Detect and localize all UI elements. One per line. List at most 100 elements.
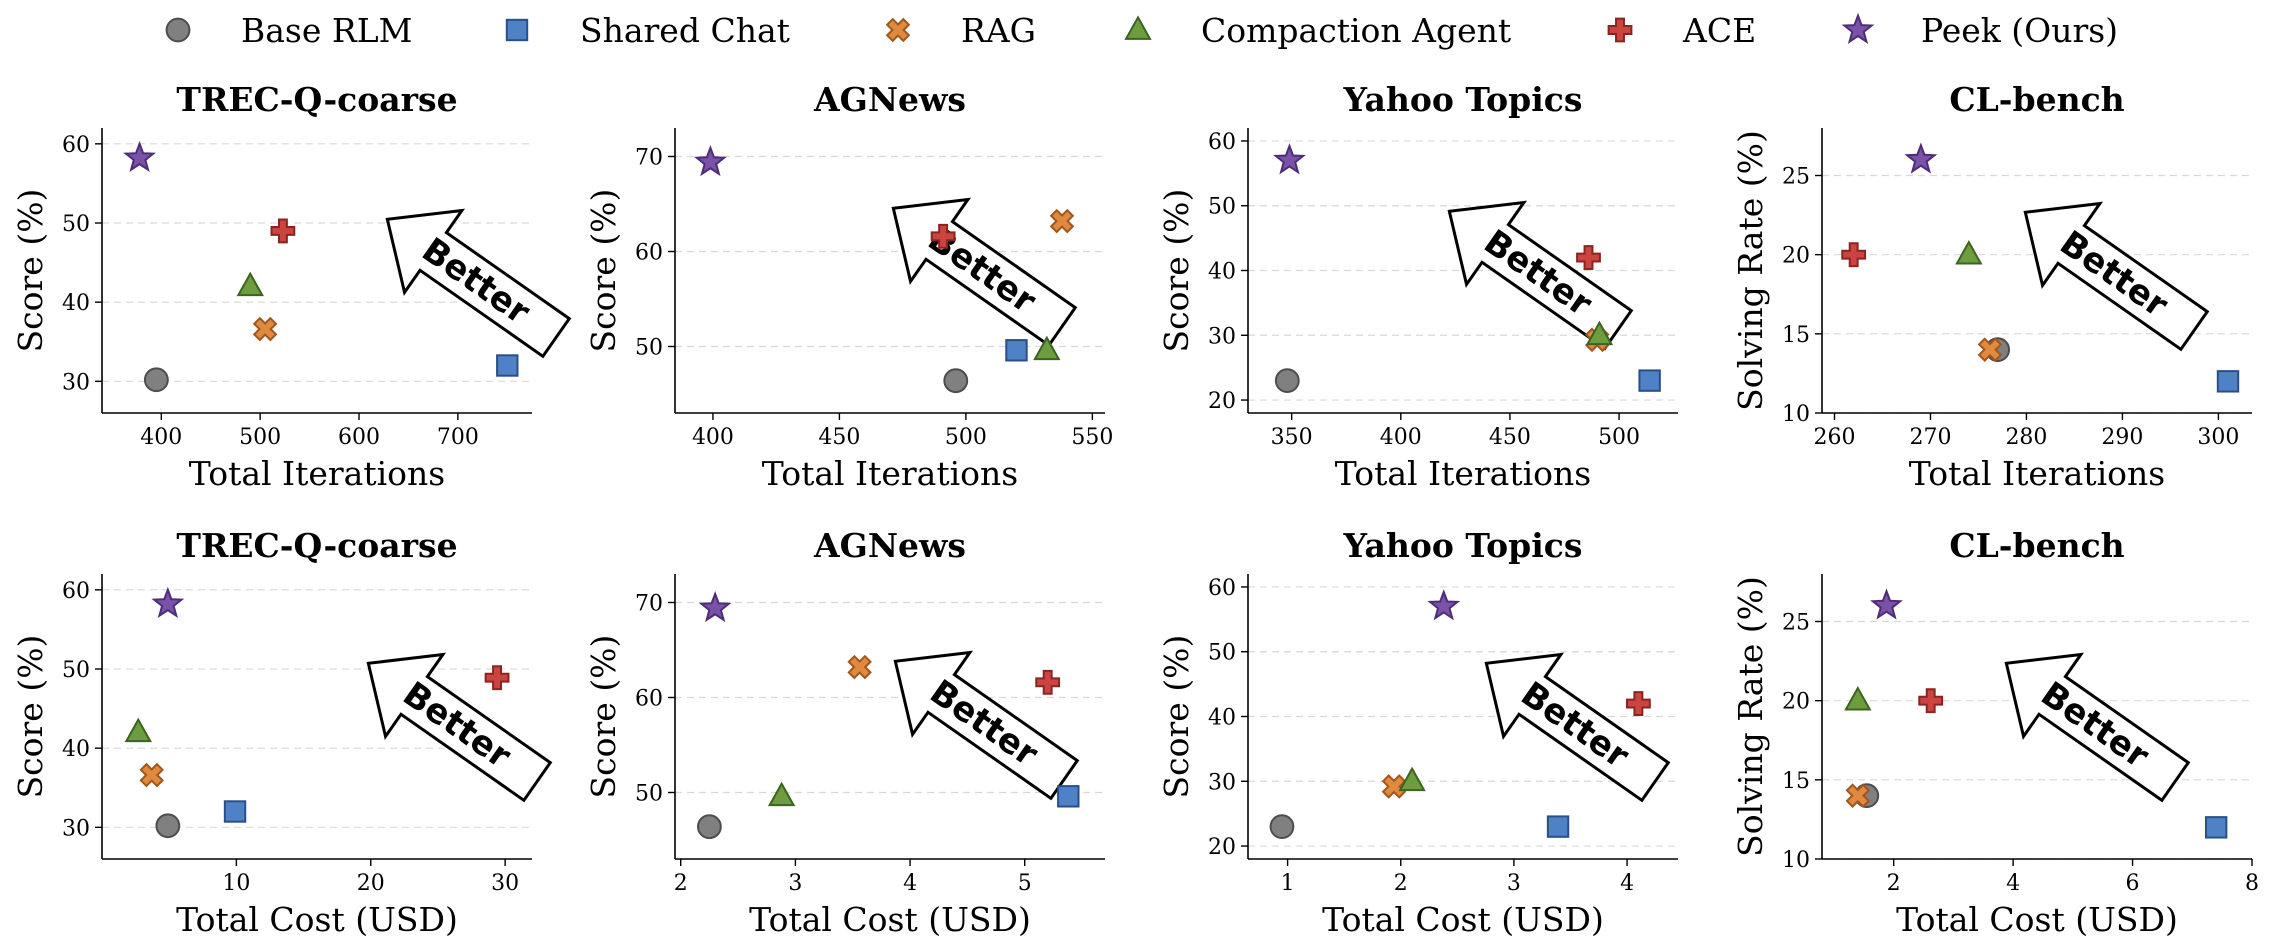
x-axis-label: Total Iterations <box>1909 454 2165 493</box>
point-shared-chat <box>1546 815 1570 838</box>
legend-marker-peek-ours <box>1841 12 1875 44</box>
point-peek-ours <box>698 590 732 623</box>
better-arrow-shape <box>2023 201 2210 352</box>
x-tick-label: 3 <box>1507 871 1521 896</box>
y-tick-label: 40 <box>62 737 90 762</box>
y-tick-label: 70 <box>635 146 663 171</box>
chart-panel: 30 40 50 60 400 500 600 700 TREC-Q-coarse Total I… <box>11 80 572 493</box>
x-tick-label: 5 <box>1018 871 1032 896</box>
y-tick-label: 10 <box>1782 402 1810 427</box>
y-tick-label: 50 <box>62 212 90 237</box>
legend-marker-ace <box>1607 17 1633 43</box>
x-tick-label: 2 <box>674 871 688 896</box>
point-shared-chat <box>223 800 247 823</box>
x-tick-label: 300 <box>2197 425 2239 450</box>
x-tick-label: 1 <box>1281 871 1295 896</box>
x-tick-label: 2 <box>1394 871 1408 896</box>
legend-label-rag: RAG <box>961 11 1036 50</box>
y-tick-label: 30 <box>1208 324 1236 349</box>
better-label: Better <box>1477 222 1600 324</box>
point-compaction-agent <box>1398 766 1426 792</box>
chart-title: Yahoo Topics <box>1343 526 1583 565</box>
x-tick-label: 290 <box>2101 425 2143 450</box>
better-label: Better <box>415 230 538 332</box>
better-arrow-shape <box>366 652 553 803</box>
y-tick-label: 20 <box>1208 835 1236 860</box>
point-peek-ours <box>151 586 185 619</box>
point-rag <box>1381 774 1407 799</box>
y-tick-label: 50 <box>635 336 663 361</box>
y-tick-label: 60 <box>635 687 663 712</box>
point-compaction-agent <box>767 781 796 807</box>
y-tick-label: 30 <box>62 816 90 841</box>
point-shared-chat <box>2216 370 2240 393</box>
x-tick-label: 270 <box>1909 425 1951 450</box>
y-tick-label: 60 <box>1208 576 1236 601</box>
point-peek-ours <box>1273 143 1306 175</box>
point-ace <box>1841 242 1867 268</box>
legend: Base RLM Shared Chat RAG Compaction Agent AC… <box>165 11 2118 50</box>
chart-panel: 50 60 70 400 450 500 550 AGNews Total Iterations… <box>584 80 1113 493</box>
point-rag <box>1845 783 1871 808</box>
point-compaction-agent <box>1955 240 1983 265</box>
y-tick-label: 50 <box>62 658 90 683</box>
point-rag <box>847 654 872 680</box>
y-axis-label: Score (%) <box>584 189 623 353</box>
y-tick-label: 50 <box>1208 195 1236 220</box>
x-tick-label: 20 <box>357 871 385 896</box>
y-axis-label: Score (%) <box>584 635 623 799</box>
chart-title: CL-bench <box>1949 526 2124 565</box>
x-tick-label: 700 <box>437 425 479 450</box>
legend-marker-compaction-agent <box>1124 15 1152 40</box>
better-label: Better <box>2053 223 2176 325</box>
point-rag <box>1977 337 2003 362</box>
x-tick-label: 30 <box>491 871 519 896</box>
point-ace <box>1035 669 1061 695</box>
point-compaction-agent <box>1033 335 1061 361</box>
y-tick-label: 10 <box>1782 848 1810 873</box>
x-tick-label: 500 <box>1598 425 1640 450</box>
x-tick-label: 10 <box>222 871 250 896</box>
x-tick-label: 400 <box>1380 425 1422 450</box>
x-tick-label: 600 <box>338 425 380 450</box>
x-tick-label: 6 <box>2126 871 2140 896</box>
y-axis-label: Solving Rate (%) <box>1731 576 1770 857</box>
point-ace <box>270 218 296 244</box>
x-tick-label: 500 <box>239 425 281 450</box>
point-compaction-agent <box>1585 320 1614 346</box>
better-label: Better <box>2034 674 2157 776</box>
point-ace <box>930 223 956 249</box>
y-tick-label: 25 <box>1782 611 1810 636</box>
point-rag <box>1049 208 1075 234</box>
x-tick-label: 280 <box>2005 425 2047 450</box>
y-tick-label: 50 <box>1208 641 1236 666</box>
y-tick-label: 60 <box>1208 130 1236 155</box>
point-rag <box>252 316 278 342</box>
point-shared-chat <box>496 354 519 377</box>
point-ace <box>1625 691 1651 716</box>
better-label: Better <box>923 672 1046 774</box>
point-compaction-agent <box>1844 686 1872 711</box>
legend-marker-rag <box>885 17 911 43</box>
y-tick-label: 15 <box>1782 769 1810 794</box>
chart-title: AGNews <box>813 80 966 119</box>
point-peek-ours <box>123 140 156 173</box>
x-tick-label: 4 <box>1620 871 1634 896</box>
x-tick-label: 8 <box>2245 871 2259 896</box>
point-peek-ours <box>1870 588 1903 620</box>
point-rag <box>139 762 164 788</box>
point-ace <box>1576 245 1601 270</box>
legend-marker-shared-chat <box>505 18 529 42</box>
better-arrow: Better <box>1484 652 1671 803</box>
x-tick-label: 450 <box>1489 425 1531 450</box>
y-tick-label: 40 <box>62 291 90 316</box>
x-axis-label: Total Iterations <box>189 454 445 493</box>
point-ace <box>1918 688 1944 714</box>
chart-title: CL-bench <box>1949 80 2124 119</box>
y-tick-label: 20 <box>1782 244 1810 269</box>
legend-marker-base-rlm <box>165 17 191 43</box>
chart-title: AGNews <box>813 526 966 565</box>
better-arrow: Better <box>2023 201 2210 352</box>
chart-panel: 20 30 40 50 60 350 400 450 500 Yahoo Topics Total … <box>1157 80 1678 493</box>
